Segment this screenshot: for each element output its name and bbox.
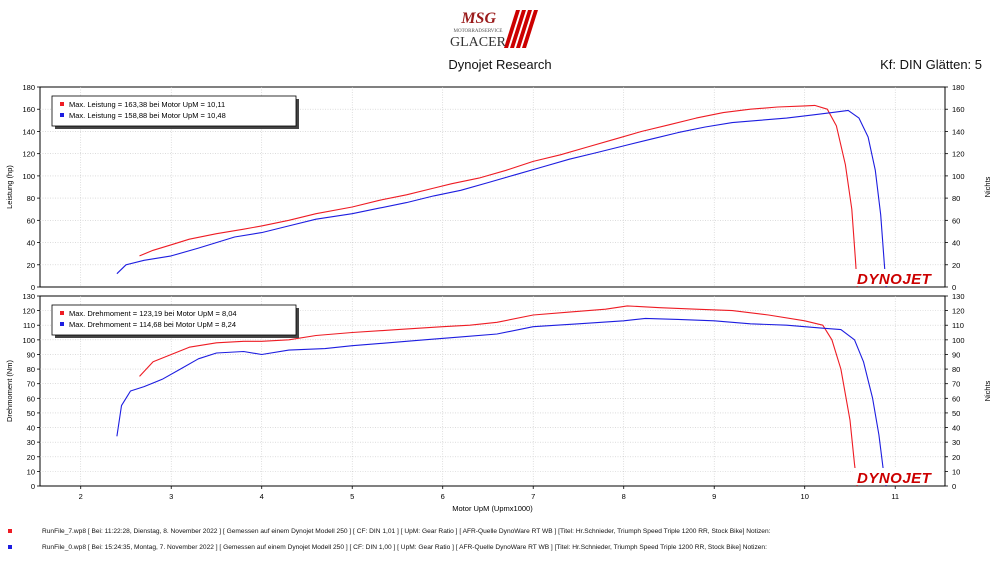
x-tick-label: 8 <box>622 492 626 501</box>
legend-marker-icon <box>60 102 64 106</box>
y-axis-label-right-drehmoment: Nichts <box>983 380 992 401</box>
y-axis-label-leistung: Leistung (hp) <box>5 165 14 209</box>
y-tick-label-left: 100 <box>22 336 35 345</box>
y-tick-label-left: 80 <box>27 365 35 374</box>
run1-marker-icon <box>8 529 12 534</box>
y-tick-label-left: 10 <box>27 467 35 476</box>
y-tick-label-left: 20 <box>27 453 35 462</box>
correction-factor-label: Kf: DIN Glätten: 5 <box>880 57 982 72</box>
footer-run-1-text: RunFile_7.wp8 [ Bei: 11:22:28, Dienstag,… <box>42 528 771 535</box>
legend-marker-icon <box>60 322 64 326</box>
y-tick-label-left: 120 <box>22 307 35 316</box>
logo-main-text: GLACER <box>450 35 507 50</box>
legend-entry-leistung-1: Max. Leistung = 163,38 bei Motor UpM = 1… <box>69 100 225 109</box>
x-tick-label: 3 <box>169 492 173 501</box>
y-tick-label-left: 100 <box>22 172 35 181</box>
y-tick-label-left: 40 <box>27 239 35 248</box>
x-tick-label: 2 <box>79 492 83 501</box>
x-tick-label: 6 <box>441 492 445 501</box>
dynojet-logo-drehmoment: DYNOJET <box>857 470 933 487</box>
y-tick-label-right: 110 <box>952 321 964 330</box>
y-tick-label-right: 70 <box>952 380 960 389</box>
y-tick-label-left: 0 <box>31 283 35 292</box>
y-tick-label-left: 70 <box>27 380 35 389</box>
x-tick-label: 7 <box>531 492 535 501</box>
footer-run-1: RunFile_7.wp8 [ Bei: 11:22:28, Dienstag,… <box>8 528 770 535</box>
y-tick-label-right: 20 <box>952 453 960 462</box>
x-tick-label: 9 <box>712 492 716 501</box>
series-line-drehmoment-2 <box>116 317 887 487</box>
brand-backdrop <box>853 468 943 485</box>
y-tick-label-right: 160 <box>952 105 965 114</box>
legend-marker-icon <box>60 113 64 117</box>
y-tick-label-right: 10 <box>952 467 960 476</box>
logo-small-text: MOTORRADSERVICE <box>454 29 503 34</box>
y-tick-label-right: 20 <box>952 261 960 270</box>
chart-title: Dynojet Research <box>448 57 552 72</box>
legend-box-leistung <box>51 95 297 127</box>
legend-entry-drehmoment-2: Max. Drehmoment = 114,68 bei Motor UpM =… <box>69 320 236 329</box>
y-tick-label-right: 130 <box>952 292 965 301</box>
brand-backdrop <box>853 269 943 286</box>
series-line-drehmoment-1 <box>139 305 858 487</box>
y-tick-label-right: 0 <box>952 283 956 292</box>
y-tick-label-left: 160 <box>22 105 35 114</box>
y-tick-label-left: 0 <box>31 482 35 491</box>
x-tick-label: 11 <box>891 492 899 501</box>
y-tick-label-left: 120 <box>22 150 35 159</box>
dynojet-logo-leistung: DYNOJET <box>857 271 933 288</box>
y-tick-label-right: 100 <box>952 172 965 181</box>
y-tick-label-right: 40 <box>952 424 960 433</box>
y-tick-label-right: 40 <box>952 239 960 248</box>
y-tick-label-right: 80 <box>952 365 960 374</box>
y-tick-label-right: 60 <box>952 394 960 403</box>
y-tick-label-left: 20 <box>27 261 35 270</box>
y-tick-label-right: 60 <box>952 216 960 225</box>
y-axis-label-drehmoment: Drehmoment (Nm) <box>5 359 14 422</box>
legend-entry-drehmoment-1: Max. Drehmoment = 123,19 bei Motor UpM =… <box>69 309 237 318</box>
y-tick-label-left: 30 <box>27 438 35 447</box>
run2-marker-icon <box>8 545 12 550</box>
x-axis-label: Motor UpM (Upmx1000) <box>452 504 533 513</box>
y-tick-label-left: 60 <box>27 394 35 403</box>
x-tick-label: 5 <box>350 492 354 501</box>
y-tick-label-right: 90 <box>952 350 960 359</box>
y-tick-label-left: 110 <box>23 321 35 330</box>
legend-box-drehmoment <box>51 304 297 336</box>
legend-marker-icon <box>60 311 64 315</box>
x-tick-label: 4 <box>260 492 264 501</box>
y-tick-label-right: 140 <box>952 127 965 136</box>
y-tick-label-left: 90 <box>27 350 35 359</box>
y-tick-label-left: 80 <box>27 194 35 203</box>
x-tick-label: 10 <box>801 492 809 501</box>
y-tick-label-right: 120 <box>952 150 965 159</box>
footer-run-2: RunFile_0.wp8 [ Bei: 15:24:35, Montag, 7… <box>8 544 767 551</box>
series-line-leistung-2 <box>116 109 887 288</box>
logo-stripes-icon <box>504 10 538 48</box>
msg-glacer-logo: MSG MOTORRADSERVICE GLACER <box>450 10 538 50</box>
y-tick-label-left: 60 <box>27 216 35 225</box>
y-tick-label-right: 0 <box>952 482 956 491</box>
y-tick-label-right: 180 <box>952 83 965 92</box>
y-tick-label-right: 30 <box>952 438 960 447</box>
y-axis-label-right-leistung: Nichts <box>983 176 992 197</box>
y-tick-label-left: 50 <box>27 409 35 418</box>
y-tick-label-right: 80 <box>952 194 960 203</box>
y-tick-label-right: 120 <box>952 307 965 316</box>
series-line-leistung-1 <box>139 104 858 288</box>
y-tick-label-left: 140 <box>22 127 35 136</box>
y-tick-label-left: 180 <box>22 83 35 92</box>
logo-script-text: MSG <box>460 10 496 27</box>
y-tick-label-left: 40 <box>27 424 35 433</box>
y-tick-label-left: 130 <box>22 292 35 301</box>
footer-run-2-text: RunFile_0.wp8 [ Bei: 15:24:35, Montag, 7… <box>42 544 767 551</box>
y-tick-label-right: 100 <box>952 336 965 345</box>
y-tick-label-right: 50 <box>952 409 960 418</box>
legend-entry-leistung-2: Max. Leistung = 158,88 bei Motor UpM = 1… <box>69 111 226 120</box>
